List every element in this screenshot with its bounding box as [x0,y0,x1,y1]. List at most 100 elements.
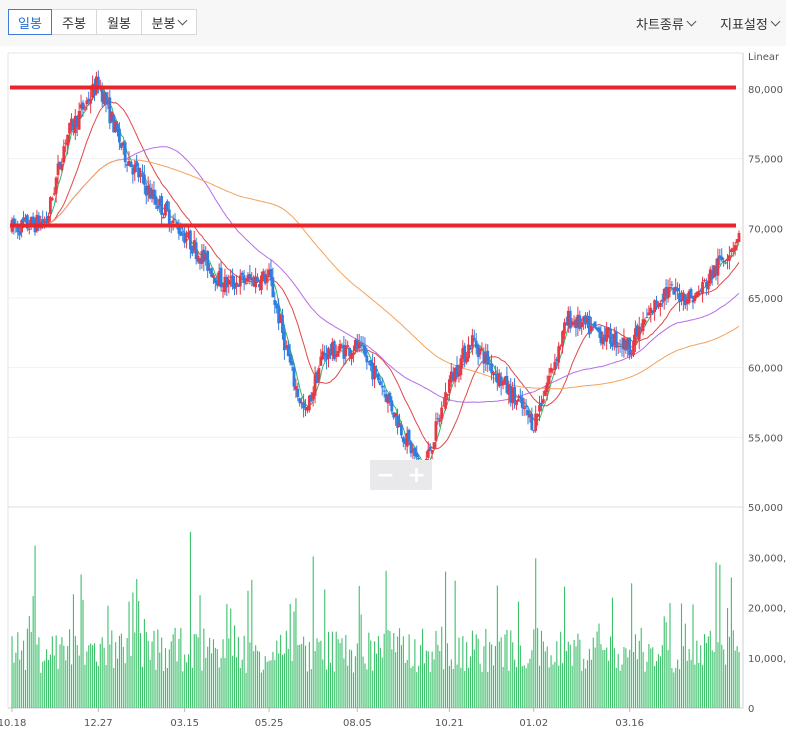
volume-bar [600,644,602,708]
volume-bar [473,649,475,708]
candle [557,342,561,370]
volume-bar [730,577,732,708]
volume-bar [140,633,142,708]
volume-bar [276,640,278,708]
volume-bar [709,630,711,708]
volume-bar [170,641,172,708]
candle [609,323,612,349]
y-tick-label: 70,000 [748,224,783,235]
scale-label: Linear [748,52,780,63]
volume-bar [289,603,291,708]
candle [492,370,495,384]
candle [352,345,355,363]
candle [455,356,459,380]
tab-monthly[interactable]: 월봉 [96,9,142,35]
candle [668,277,672,297]
volume-bar [389,631,391,708]
volume-bar [606,647,608,708]
volume-bar [379,647,381,708]
volume-bar [216,649,218,708]
candle [332,339,336,361]
candle [16,220,20,240]
candle [106,91,110,110]
candle [25,213,29,232]
x-tick-label: 03.15 [170,718,199,729]
candle [432,442,436,450]
volume-bar [42,661,44,708]
volume-bar [443,669,445,708]
volume-bar [251,579,253,708]
volume-bar [677,659,679,708]
volume-bar [308,641,310,708]
volume-bar [458,637,460,708]
candle [39,215,43,231]
volume-bar [101,637,103,708]
candle [407,428,411,446]
indicator-menu[interactable]: 지표설정 [720,14,781,33]
volume-bar [420,645,422,708]
volume-bar [349,649,351,708]
volume-bar [550,655,552,708]
volume-bar [155,669,157,708]
volume-bar [496,585,498,708]
candle [488,356,492,371]
tab-weekly[interactable]: 주봉 [51,9,97,35]
volume-bar [76,645,78,708]
candle [298,397,302,407]
candle [160,193,164,224]
volume-bar [40,672,42,708]
tab-daily[interactable]: 일봉 [8,9,52,35]
candle [676,282,680,300]
candle [41,210,45,230]
candle [524,398,528,416]
candle [478,347,482,360]
volume-bar [450,659,452,708]
zoom-in-button[interactable]: + [407,462,426,488]
tab-minute[interactable]: 분봉 [141,9,197,35]
volume-bar [257,650,259,708]
candle [35,209,39,233]
candle [256,273,259,283]
candle [388,391,392,406]
volume-bar [590,659,592,708]
chart-type-menu[interactable]: 차트종류 [636,14,697,33]
volume-bar [260,672,262,708]
candle [545,375,549,401]
candle [288,344,292,366]
candle [614,326,618,356]
tab-minute-label: 분봉 [151,16,176,32]
volume-bar [500,637,502,708]
candle [722,257,726,267]
candle [24,213,27,223]
chart-type-label: 차트종류 [636,18,684,33]
candle [162,212,165,219]
volume-bar [38,637,40,708]
volume-bar [232,655,234,708]
candle [282,324,286,360]
x-tick-label: 03.16 [615,718,644,729]
candle [411,443,415,460]
volume-bar [228,638,230,708]
volume-bar [621,664,623,708]
volume-bar [654,665,656,708]
volume-bar [656,661,658,708]
volume-bar [721,644,723,708]
candle [442,397,445,407]
candle [252,275,256,288]
volume-bar [469,656,472,708]
volume-bar [698,662,700,708]
zoom-out-button[interactable]: − [376,462,395,488]
candle [561,330,564,354]
candle [127,151,131,167]
volume-bar [694,664,696,708]
candle [334,344,338,363]
volume-bar [562,663,564,708]
candle [167,201,171,232]
volume-bar [615,667,617,708]
candle [279,313,282,324]
candle [674,278,678,301]
volume-bar [126,638,128,708]
volume-bar [36,644,38,708]
candle [142,165,146,195]
candle [626,337,630,358]
